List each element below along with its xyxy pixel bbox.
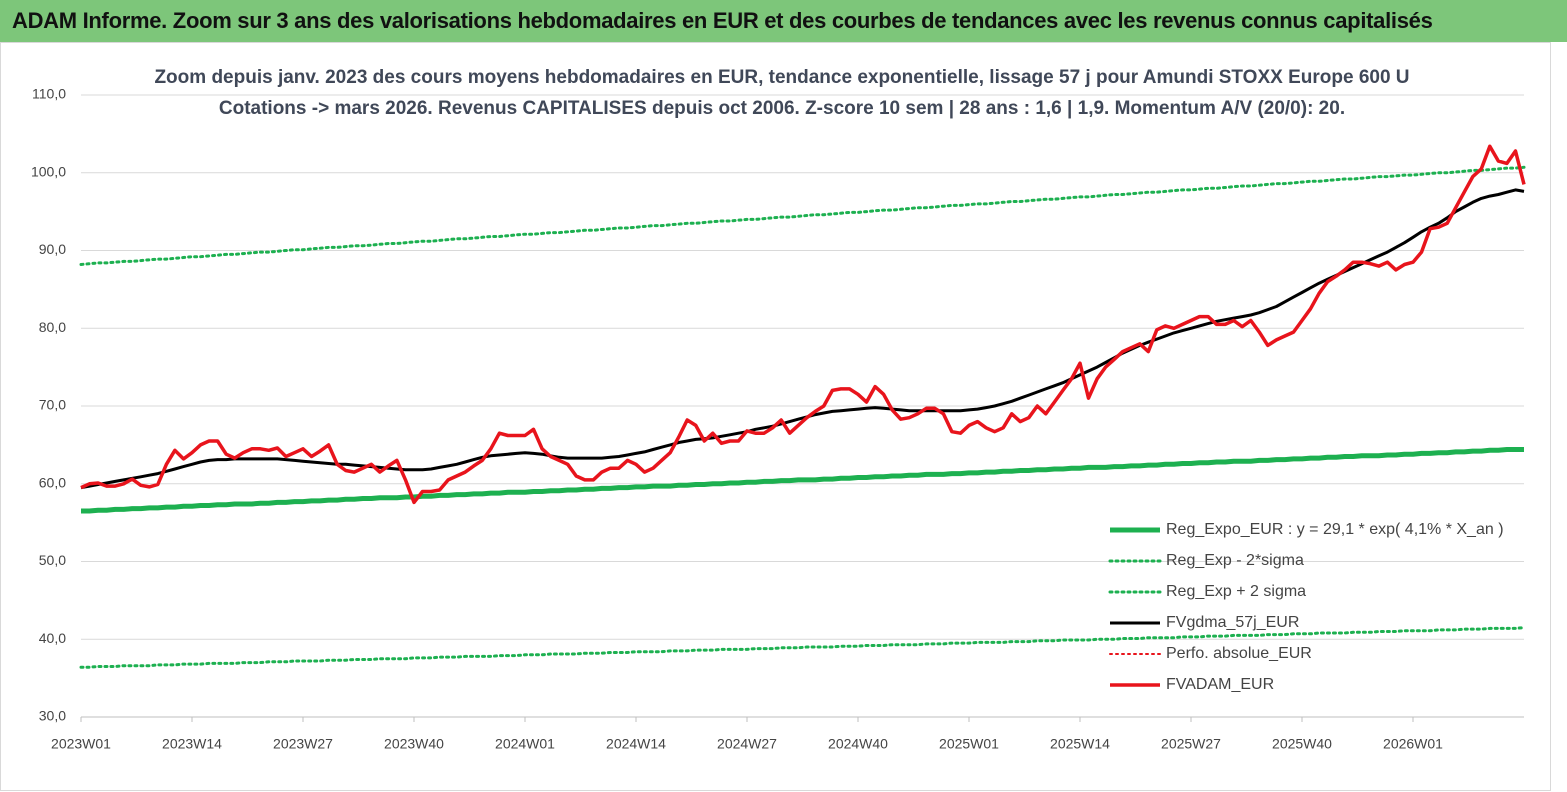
x-tick-label: 2025W40 [1272,736,1332,752]
x-tick-label: 2025W27 [1161,736,1221,752]
y-tick-label: 40,0 [39,630,66,646]
chart: Zoom depuis janv. 2023 des cours moyens … [0,42,1551,791]
x-tick-label: 2024W40 [828,736,888,752]
legend-label: FVgdma_57j_EUR [1166,614,1299,631]
legend-label: Reg_Expo_EUR : y = 29,1 * exp( 4,1% * X_… [1166,521,1504,538]
y-tick-label: 70,0 [39,397,66,413]
legend-label: Perfo. absolue_EUR [1166,645,1312,662]
y-tick-label: 60,0 [39,474,66,490]
y-tick-label: 90,0 [39,241,66,257]
series-line [80,188,1525,490]
series-line [79,626,1526,669]
legend-label: Reg_Exp + 2 sigma [1166,583,1306,600]
x-tick-label: 2026W01 [1383,736,1443,752]
x-tick-label: 2025W14 [1050,736,1110,752]
header-title: ADAM Informe. Zoom sur 3 ans des valoris… [12,8,1433,33]
y-tick-label: 80,0 [39,319,66,335]
x-tick-label: 2023W40 [384,736,444,752]
legend-label: FVADAM_EUR [1166,676,1274,693]
x-tick-label: 2024W01 [495,736,555,752]
series-line [79,165,1526,266]
chart-subtitle: Cotations -> mars 2026. Revenus CAPITALI… [219,98,1345,119]
y-tick-label: 50,0 [39,552,66,568]
chart-frame [0,42,1551,791]
x-tick-label: 2024W27 [717,736,777,752]
legend-label: Reg_Exp - 2*sigma [1166,552,1304,569]
x-tick-label: 2023W27 [273,736,333,752]
chart-title: Zoom depuis janv. 2023 des cours moyens … [154,67,1409,88]
y-tick-label: 110,0 [32,86,66,102]
x-tick-label: 2023W14 [162,736,222,752]
y-tick-label: 30,0 [39,708,66,724]
x-tick-label: 2023W01 [51,736,111,752]
x-tick-label: 2025W01 [939,736,999,752]
y-tick-label: 100,0 [31,163,66,179]
series-line [80,144,1526,505]
header-bar: ADAM Informe. Zoom sur 3 ans des valoris… [0,0,1567,42]
x-tick-label: 2024W14 [606,736,666,752]
series-line [81,447,1524,514]
